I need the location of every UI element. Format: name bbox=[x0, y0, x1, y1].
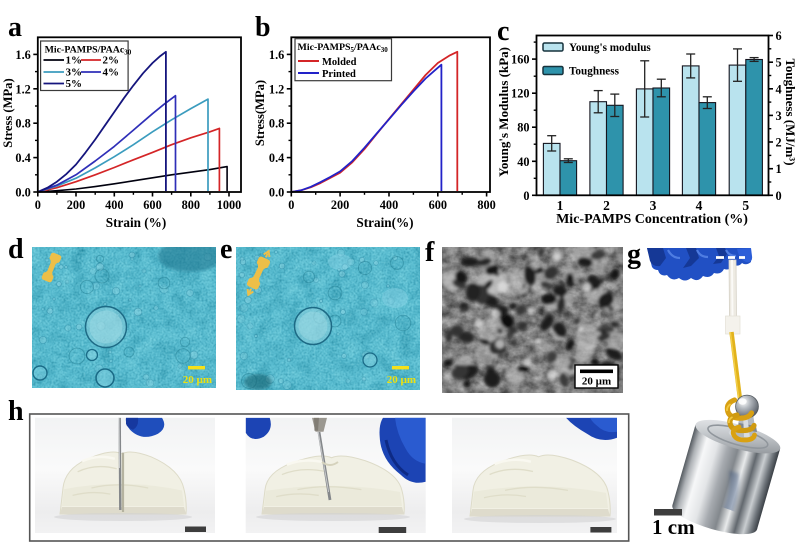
svg-text:g: g bbox=[627, 239, 641, 270]
svg-text:0: 0 bbox=[776, 189, 782, 203]
svg-text:200: 200 bbox=[331, 198, 349, 212]
svg-text:200: 200 bbox=[67, 198, 85, 212]
svg-text:120: 120 bbox=[511, 87, 529, 101]
svg-text:Stress (MPa): Stress (MPa) bbox=[1, 78, 15, 147]
svg-text:1.2: 1.2 bbox=[269, 82, 284, 96]
svg-text:20 µm: 20 µm bbox=[387, 374, 416, 386]
svg-text:0.4: 0.4 bbox=[269, 151, 284, 165]
svg-text:600: 600 bbox=[143, 198, 161, 212]
svg-text:a: a bbox=[8, 12, 22, 43]
svg-text:800: 800 bbox=[477, 198, 495, 212]
svg-text:0.4: 0.4 bbox=[15, 151, 30, 165]
svg-text:Young's Modulus (kPa): Young's Modulus (kPa) bbox=[496, 47, 511, 177]
svg-text:0.8: 0.8 bbox=[269, 117, 284, 131]
svg-text:4%: 4% bbox=[103, 67, 120, 79]
svg-text:Toughness: Toughness bbox=[569, 66, 620, 78]
svg-text:Stress(MPa): Stress(MPa) bbox=[253, 80, 267, 146]
svg-text:160: 160 bbox=[511, 53, 529, 67]
svg-text:80: 80 bbox=[517, 121, 529, 135]
svg-text:c: c bbox=[497, 16, 509, 47]
svg-text:h: h bbox=[8, 396, 24, 427]
svg-text:1.6: 1.6 bbox=[15, 48, 30, 62]
svg-text:Mic-PAMPS5/PAAc30: Mic-PAMPS5/PAAc30 bbox=[298, 42, 389, 54]
svg-text:0.8: 0.8 bbox=[15, 117, 30, 131]
svg-text:1%: 1% bbox=[66, 55, 83, 67]
svg-text:1 cm: 1 cm bbox=[652, 515, 695, 539]
svg-text:20 µm: 20 µm bbox=[582, 376, 611, 388]
svg-text:4: 4 bbox=[696, 198, 703, 213]
svg-text:400: 400 bbox=[380, 198, 398, 212]
svg-text:d: d bbox=[8, 234, 24, 265]
svg-text:Mic-PAMPS/PAAc30: Mic-PAMPS/PAAc30 bbox=[45, 45, 132, 57]
svg-text:f: f bbox=[425, 237, 435, 268]
svg-text:0: 0 bbox=[288, 198, 294, 212]
svg-text:0: 0 bbox=[35, 198, 41, 212]
svg-text:Young's modulus: Young's modulus bbox=[569, 42, 651, 54]
svg-text:600: 600 bbox=[429, 198, 447, 212]
svg-text:1: 1 bbox=[557, 198, 564, 213]
svg-text:1000: 1000 bbox=[217, 198, 242, 212]
svg-text:800: 800 bbox=[182, 198, 200, 212]
svg-text:Printed: Printed bbox=[322, 69, 356, 80]
svg-text:20 µm: 20 µm bbox=[183, 374, 212, 386]
svg-text:3: 3 bbox=[776, 109, 782, 123]
svg-text:2: 2 bbox=[603, 198, 610, 213]
svg-text:3: 3 bbox=[650, 198, 657, 213]
svg-text:1.2: 1.2 bbox=[15, 82, 30, 96]
svg-text:e: e bbox=[220, 234, 232, 265]
svg-text:Molded: Molded bbox=[322, 57, 357, 68]
svg-text:2: 2 bbox=[776, 136, 782, 150]
svg-text:5%: 5% bbox=[66, 78, 83, 90]
svg-text:4: 4 bbox=[776, 82, 782, 96]
svg-text:5: 5 bbox=[742, 198, 749, 213]
svg-text:0.0: 0.0 bbox=[15, 186, 30, 200]
svg-text:3%: 3% bbox=[66, 67, 83, 79]
svg-text:0.0: 0.0 bbox=[269, 186, 284, 200]
svg-text:b: b bbox=[255, 12, 271, 43]
svg-text:5: 5 bbox=[776, 56, 782, 70]
svg-text:6: 6 bbox=[776, 29, 782, 43]
svg-text:1.6: 1.6 bbox=[269, 48, 284, 62]
svg-text:Toughness (MJ/m³): Toughness (MJ/m³) bbox=[783, 58, 798, 165]
svg-text:40: 40 bbox=[517, 155, 529, 169]
svg-text:Mic-PAMPS Concentration (%): Mic-PAMPS Concentration (%) bbox=[556, 212, 748, 227]
svg-text:Strain (%): Strain (%) bbox=[106, 215, 166, 230]
svg-text:Strain(%): Strain(%) bbox=[356, 215, 413, 230]
svg-text:1: 1 bbox=[776, 162, 782, 176]
svg-text:0: 0 bbox=[523, 189, 529, 203]
svg-text:400: 400 bbox=[105, 198, 123, 212]
svg-text:2%: 2% bbox=[103, 55, 120, 67]
